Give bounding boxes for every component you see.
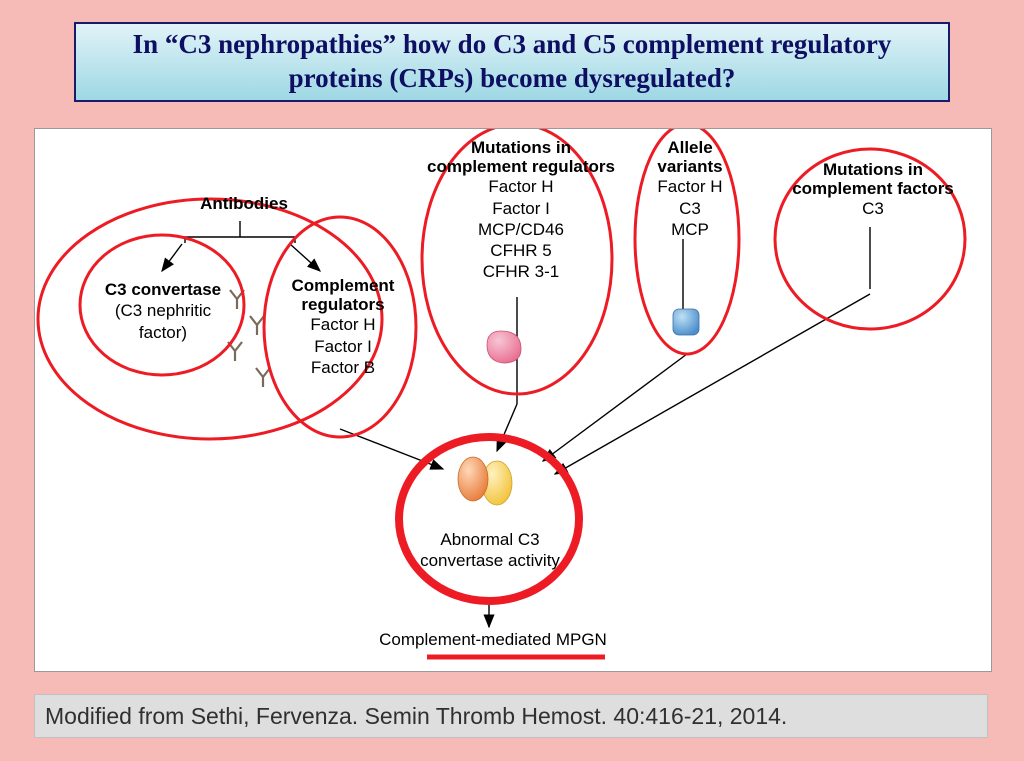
protein-icon: [458, 457, 488, 501]
protein-icon: [487, 331, 521, 363]
label-c3-convertase: C3 convertase (C3 nephritic factor): [97, 279, 229, 343]
allele-to-center: [543, 354, 687, 461]
antibody-icon: [256, 368, 270, 387]
label-antibodies: Antibodies: [199, 193, 289, 214]
slide-title-text: In “C3 nephropathies” how do C3 and C5 c…: [86, 28, 938, 96]
label-complement-regulators-ab: Complement regulators Factor H Factor I …: [285, 277, 401, 378]
slide-root: In “C3 nephropathies” how do C3 and C5 c…: [0, 0, 1024, 761]
antibody-icon: [250, 316, 264, 335]
abnormal-c3-circle: [399, 437, 579, 601]
label-mutations-regulators: Mutations in complement regulators Facto…: [421, 139, 621, 283]
citation-box: Modified from Sethi, Fervenza. Semin Thr…: [34, 694, 988, 738]
label-abnormal-c3: Abnormal C3 convertase activity: [415, 529, 565, 572]
diagram-box: Antibodies C3 convertase (C3 nephritic f…: [34, 128, 992, 672]
antibodies-to-compreg: [290, 244, 320, 271]
slide-title: In “C3 nephropathies” how do C3 and C5 c…: [74, 22, 950, 102]
antibodies-to-c3conv: [162, 244, 182, 271]
label-allele-variants: Allele variants Factor H C3 MCP: [645, 139, 735, 240]
citation-text: Modified from Sethi, Fervenza. Semin Thr…: [45, 703, 787, 730]
label-mutations-factors: Mutations in complement factors C3: [781, 161, 965, 220]
protein-icon: [673, 309, 699, 335]
label-result: Complement-mediated MPGN: [373, 629, 613, 650]
